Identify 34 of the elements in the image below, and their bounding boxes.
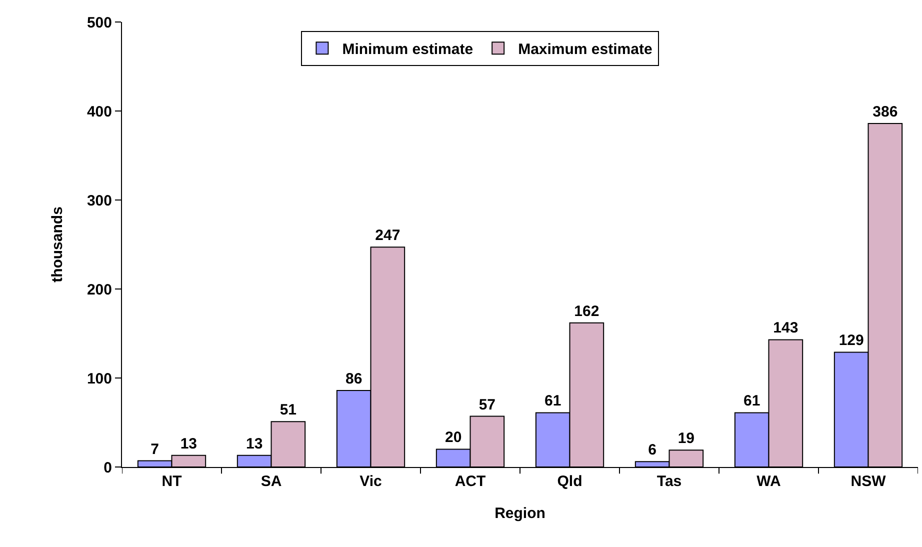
data-label: 51 — [280, 402, 297, 419]
data-label: 13 — [246, 435, 263, 452]
data-label: 86 — [345, 370, 362, 388]
x-tick-label: Tas — [656, 473, 682, 490]
data-label: 7 — [150, 440, 160, 458]
data-label: 143 — [773, 320, 798, 337]
x-tick-label: NSW — [850, 473, 887, 490]
x-tick-label: Qld — [557, 473, 582, 490]
data-label: 129 — [838, 332, 864, 350]
legend-label: Minimum estimate — [342, 41, 474, 58]
data-label: 61 — [544, 392, 562, 410]
data-label: 61 — [743, 392, 760, 410]
y-tick-label: 0 — [104, 459, 112, 476]
y-tick-label: 100 — [86, 370, 112, 388]
x-tick-label: NT — [162, 473, 182, 490]
data-label: 247 — [375, 227, 400, 244]
data-label: 6 — [648, 442, 657, 459]
x-tick-label: ACT — [454, 473, 486, 490]
y-axis-title: thousands — [49, 206, 66, 282]
data-label: 57 — [478, 396, 496, 414]
y-tick-label: 300 — [86, 192, 112, 210]
legend-label: Maximum estimate — [518, 41, 652, 58]
data-label: 13 — [180, 435, 198, 452]
y-tick-label: 400 — [86, 103, 112, 120]
y-tick-label: 500 — [86, 14, 112, 32]
data-label: 386 — [872, 103, 898, 120]
x-tick-label: WA — [756, 473, 781, 490]
y-tick-label: 200 — [86, 281, 112, 298]
data-label: 19 — [678, 430, 695, 448]
data-label: 162 — [574, 302, 600, 320]
x-tick-label: Vic — [360, 473, 382, 490]
x-tick-label: SA — [260, 473, 282, 490]
data-label: 20 — [444, 429, 462, 446]
x-axis-title: Region — [494, 505, 546, 522]
